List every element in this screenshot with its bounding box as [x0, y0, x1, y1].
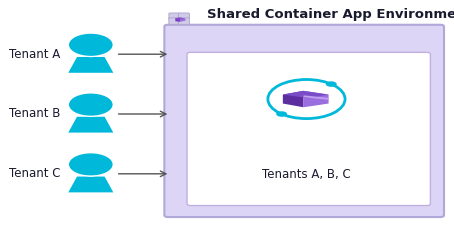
Polygon shape [304, 96, 329, 100]
Text: Tenant C: Tenant C [9, 166, 60, 179]
FancyBboxPatch shape [169, 14, 180, 21]
Polygon shape [84, 117, 98, 118]
Polygon shape [175, 19, 180, 23]
Circle shape [69, 35, 113, 57]
FancyBboxPatch shape [187, 53, 430, 206]
Polygon shape [84, 57, 98, 58]
Text: Shared Container App Environment: Shared Container App Environment [207, 8, 454, 21]
Circle shape [276, 112, 287, 117]
Polygon shape [68, 177, 114, 193]
Polygon shape [68, 58, 114, 74]
FancyBboxPatch shape [178, 19, 189, 25]
Circle shape [69, 94, 113, 116]
Circle shape [326, 82, 337, 87]
Text: Tenant B: Tenant B [9, 107, 60, 120]
FancyBboxPatch shape [169, 19, 180, 25]
Text: Tenants A, B, C: Tenants A, B, C [262, 168, 351, 180]
Text: Tenant A: Tenant A [9, 47, 60, 60]
Polygon shape [283, 91, 304, 108]
Polygon shape [68, 117, 114, 133]
FancyBboxPatch shape [164, 26, 444, 217]
Polygon shape [304, 91, 329, 108]
Polygon shape [283, 91, 329, 99]
Polygon shape [175, 19, 186, 20]
FancyBboxPatch shape [178, 14, 189, 21]
Circle shape [69, 154, 113, 176]
Polygon shape [84, 176, 98, 177]
Polygon shape [180, 19, 186, 23]
